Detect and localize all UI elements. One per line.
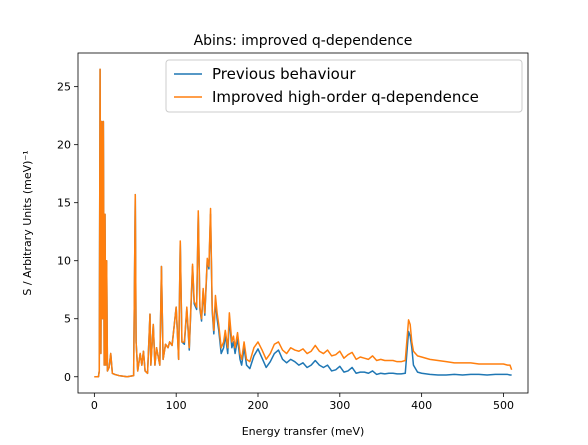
- y-tick-label: 5: [64, 313, 71, 326]
- chart-title: Abins: improved q-dependence: [194, 33, 413, 49]
- legend-label: Previous behaviour: [212, 65, 356, 83]
- x-tick-label: 0: [91, 399, 98, 412]
- y-tick-label: 25: [57, 81, 71, 94]
- legend: Previous behaviour Improved high-order q-…: [165, 59, 523, 113]
- x-tick-label: 400: [411, 399, 432, 412]
- y-axis-label: S / Arbitrary Units (meV)⁻¹: [21, 150, 34, 295]
- y-tick-label: 15: [57, 197, 71, 210]
- axes-frame: [77, 52, 529, 394]
- x-tick-label: 200: [248, 399, 269, 412]
- x-tick-label: 300: [329, 399, 350, 412]
- y-tick-label: 20: [57, 139, 71, 152]
- legend-box: [165, 59, 523, 113]
- y-tick-label: 10: [57, 255, 71, 268]
- legend-label: Improved high-order q-dependence: [212, 88, 479, 106]
- series-line: [94, 68, 513, 378]
- x-tick-label: 500: [493, 399, 514, 412]
- x-tick-label: 100: [166, 399, 187, 412]
- x-axis-label: Energy transfer (meV): [242, 425, 365, 438]
- series-line: [94, 68, 512, 378]
- y-tick-label: 0: [64, 371, 71, 384]
